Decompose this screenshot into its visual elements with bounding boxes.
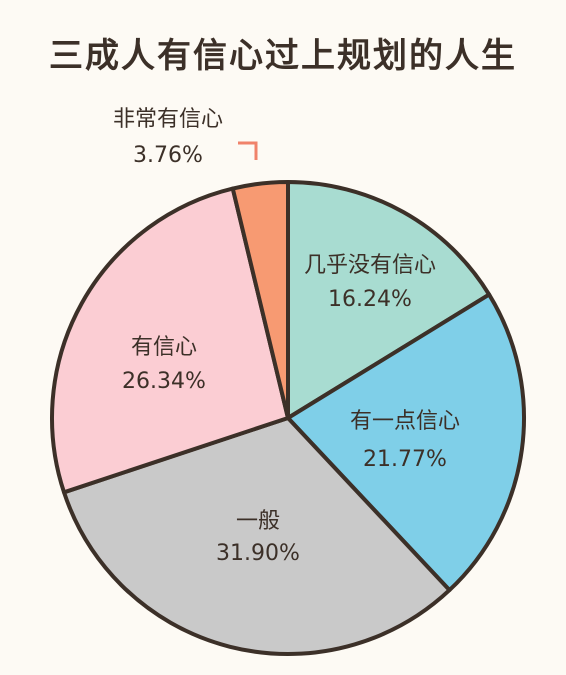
pie-slice-4 bbox=[230, 180, 290, 420]
pie-slice-2 bbox=[62, 416, 452, 656]
pie-slice-0 bbox=[286, 180, 492, 420]
slice-value-4: 3.76% bbox=[133, 143, 203, 168]
slice-value-2: 31.90% bbox=[216, 541, 300, 566]
slice-label-2: 一般 bbox=[236, 509, 280, 534]
slice-label-1: 有一点信心 bbox=[350, 409, 460, 434]
slice-label-3: 有信心 bbox=[131, 335, 197, 360]
slice-value-0: 16.24% bbox=[328, 287, 412, 312]
slice-label-0: 几乎没有信心 bbox=[304, 253, 436, 278]
chart-title: 三成人有信心过上规划的人生 bbox=[49, 36, 517, 76]
slice-value-1: 21.77% bbox=[363, 447, 447, 472]
pie-slice-1 bbox=[286, 292, 526, 593]
slice-label-4: 非常有信心 bbox=[113, 107, 223, 132]
pie-slice-3 bbox=[50, 186, 290, 495]
callout-bracket bbox=[238, 141, 258, 160]
slice-value-3: 26.34% bbox=[122, 369, 206, 394]
